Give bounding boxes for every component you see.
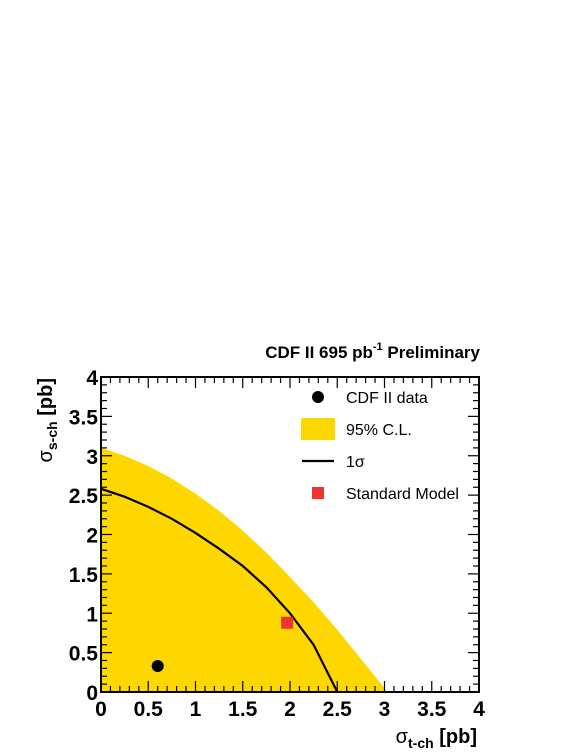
x-tick-label: 1 xyxy=(190,698,202,721)
legend-label: 1σ xyxy=(346,454,365,471)
legend-label: Standard Model xyxy=(346,486,459,503)
y-axis-unit: [pb] xyxy=(35,378,57,421)
legend: CDF II data 95% C.L. 1σ Standard Model xyxy=(301,390,459,503)
plot-area xyxy=(101,447,387,692)
chart-title-superscript: -1 xyxy=(373,341,383,353)
legend-fill-swatch xyxy=(301,418,335,440)
cdf-data-point xyxy=(151,660,164,673)
y-tick-label: 4 xyxy=(86,367,98,390)
y-tick-label: 2.5 xyxy=(69,485,99,508)
x-tick-label: 1.5 xyxy=(228,698,258,721)
y-tick-label: 3.5 xyxy=(69,406,99,429)
y-axis-subscript: s-ch xyxy=(44,421,60,450)
y-tick-label: 0.5 xyxy=(69,643,99,666)
x-axis-title: σt-ch [pb] xyxy=(396,726,477,751)
legend-circle-marker xyxy=(312,391,324,403)
x-tick-label: 2.5 xyxy=(323,698,353,721)
y-axis-title: σs-ch [pb] xyxy=(35,378,60,462)
x-tick-label: 4 xyxy=(473,698,485,721)
y-tick-label: 0 xyxy=(86,682,98,705)
x-tick-label: 2 xyxy=(284,698,296,721)
x-tick-label: 0 xyxy=(95,698,107,721)
y-tick-label: 3 xyxy=(86,446,98,469)
x-tick-label: 3 xyxy=(379,698,391,721)
y-tick-label: 1 xyxy=(86,603,98,626)
tick-marks xyxy=(100,376,480,693)
chart-title-main: CDF II 695 pb xyxy=(265,343,373,362)
y-tick-label: 2 xyxy=(86,525,98,548)
x-axis-subscript: t-ch xyxy=(408,735,434,751)
x-tick-label: 0.5 xyxy=(134,698,164,721)
cl95-region xyxy=(101,447,387,692)
x-tick-label: 3.5 xyxy=(417,698,447,721)
legend-label: CDF II data xyxy=(346,390,428,407)
legend-entry: CDF II data xyxy=(312,390,428,407)
one-sigma-contour xyxy=(101,487,339,692)
legend-entry: Standard Model xyxy=(312,486,459,503)
chart-title: CDF II 695 pb-1 Preliminary xyxy=(265,341,480,362)
x-axis-symbol: σ xyxy=(396,726,409,748)
legend-square-marker xyxy=(312,487,324,499)
y-tick-label: 1.5 xyxy=(69,564,99,587)
standard-model-point xyxy=(281,616,294,629)
legend-label: 95% C.L. xyxy=(346,422,412,439)
y-axis-symbol: σ xyxy=(35,449,57,462)
legend-entry: 1σ xyxy=(302,454,365,471)
legend-entry: 95% C.L. xyxy=(301,418,412,440)
x-axis-unit: [pb] xyxy=(434,726,477,748)
axes: 0 0.5 1 1.5 2 2.5 3 3.5 4 0 0.5 1 1.5 2 2.5 3 3.5 4 xyxy=(69,367,485,721)
chart-title-suffix: Preliminary xyxy=(383,343,481,362)
